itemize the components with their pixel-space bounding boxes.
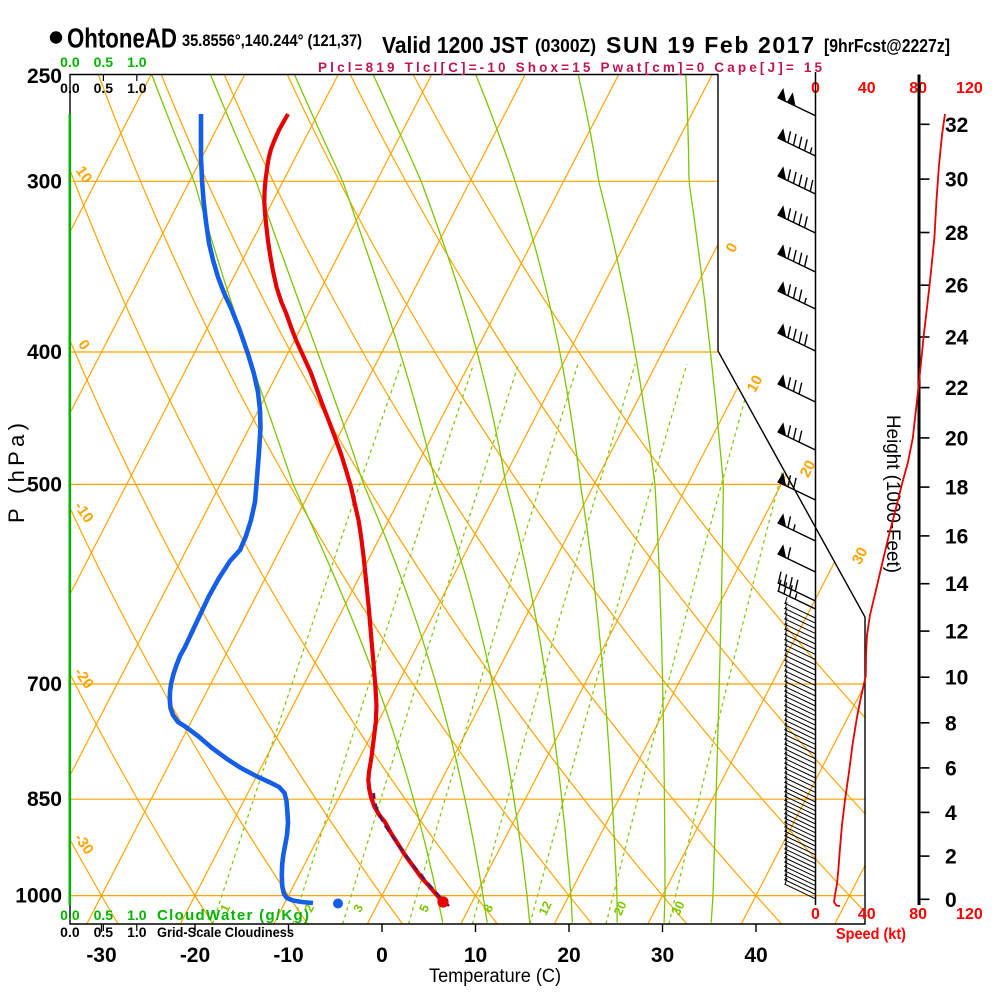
svg-text:20: 20	[611, 899, 630, 918]
svg-text:40: 40	[744, 944, 767, 967]
svg-text:16: 16	[945, 525, 968, 548]
svg-text:20: 20	[557, 944, 580, 967]
svg-text:400: 400	[27, 341, 62, 364]
svg-text:0: 0	[376, 944, 388, 967]
svg-text:[9hrFcst@2227z]: [9hrFcst@2227z]	[824, 36, 950, 56]
svg-text:120: 120	[956, 80, 983, 97]
svg-text:1.0: 1.0	[127, 54, 147, 70]
svg-text:1.0: 1.0	[127, 907, 147, 923]
svg-text:8: 8	[945, 712, 957, 735]
svg-text:24: 24	[945, 327, 969, 350]
svg-text:Speed (kt): Speed (kt)	[836, 926, 906, 943]
svg-text:-30: -30	[86, 944, 116, 967]
svg-text:10: 10	[464, 944, 487, 967]
svg-text:Temperature (C): Temperature (C)	[429, 966, 561, 987]
svg-text:1.0: 1.0	[127, 80, 147, 96]
svg-text:10: 10	[744, 373, 767, 396]
svg-text:(0300Z): (0300Z)	[535, 36, 596, 56]
svg-text:28: 28	[945, 222, 969, 245]
svg-text:30: 30	[669, 899, 688, 918]
svg-text:2: 2	[945, 846, 957, 869]
svg-text:30: 30	[945, 169, 968, 192]
svg-text:0.0: 0.0	[60, 924, 80, 940]
svg-text:1.0: 1.0	[127, 924, 147, 940]
svg-text:SUN 19 Feb 2017: SUN 19 Feb 2017	[606, 32, 814, 58]
svg-text:20: 20	[797, 458, 820, 481]
svg-text:32: 32	[945, 114, 968, 137]
svg-text:-10: -10	[273, 944, 303, 967]
svg-text:-20: -20	[180, 944, 210, 967]
svg-text:0: 0	[811, 906, 820, 923]
svg-text:30: 30	[651, 944, 674, 967]
svg-text:850: 850	[27, 788, 62, 811]
svg-text:0.0: 0.0	[60, 54, 80, 70]
svg-text:0.5: 0.5	[94, 907, 114, 923]
svg-text:0: 0	[945, 889, 957, 912]
svg-text:Height (1000-Feet): Height (1000-Feet)	[882, 415, 903, 573]
svg-text:40: 40	[858, 80, 876, 97]
svg-text:18: 18	[945, 477, 969, 500]
svg-text:0.0: 0.0	[60, 80, 80, 96]
svg-text:300: 300	[27, 170, 62, 193]
svg-text:80: 80	[909, 906, 927, 923]
svg-text:26: 26	[945, 275, 968, 298]
svg-text:0.5: 0.5	[94, 924, 114, 940]
svg-text:30: 30	[849, 545, 872, 568]
svg-text:6: 6	[945, 757, 957, 780]
svg-text:12: 12	[945, 621, 968, 644]
svg-text:10: 10	[72, 163, 95, 186]
svg-text:10: 10	[945, 667, 968, 690]
svg-text:12: 12	[536, 899, 555, 918]
svg-text:0.0: 0.0	[60, 907, 80, 923]
svg-text:OhtoneAD: OhtoneAD	[67, 23, 177, 54]
svg-text:0.5: 0.5	[94, 80, 114, 96]
svg-text:22: 22	[945, 377, 968, 400]
svg-text:14: 14	[945, 573, 969, 596]
svg-text:4: 4	[945, 802, 957, 825]
svg-text:1000: 1000	[15, 885, 62, 908]
svg-text:Valid 1200 JST: Valid 1200 JST	[382, 32, 528, 58]
svg-text:Grid-Scale Cloudiness: Grid-Scale Cloudiness	[157, 925, 294, 940]
svg-text:500: 500	[27, 473, 62, 496]
svg-text:0.5: 0.5	[94, 54, 114, 70]
svg-text:CloudWater (g/Kg): CloudWater (g/Kg)	[157, 907, 309, 924]
svg-text:700: 700	[27, 673, 62, 696]
svg-text:20: 20	[945, 427, 968, 450]
svg-text:40: 40	[858, 906, 876, 923]
svg-text:120: 120	[956, 906, 983, 923]
svg-text:250: 250	[27, 65, 62, 88]
svg-text:35.8556°,140.244° (121,37): 35.8556°,140.244° (121,37)	[182, 31, 362, 50]
